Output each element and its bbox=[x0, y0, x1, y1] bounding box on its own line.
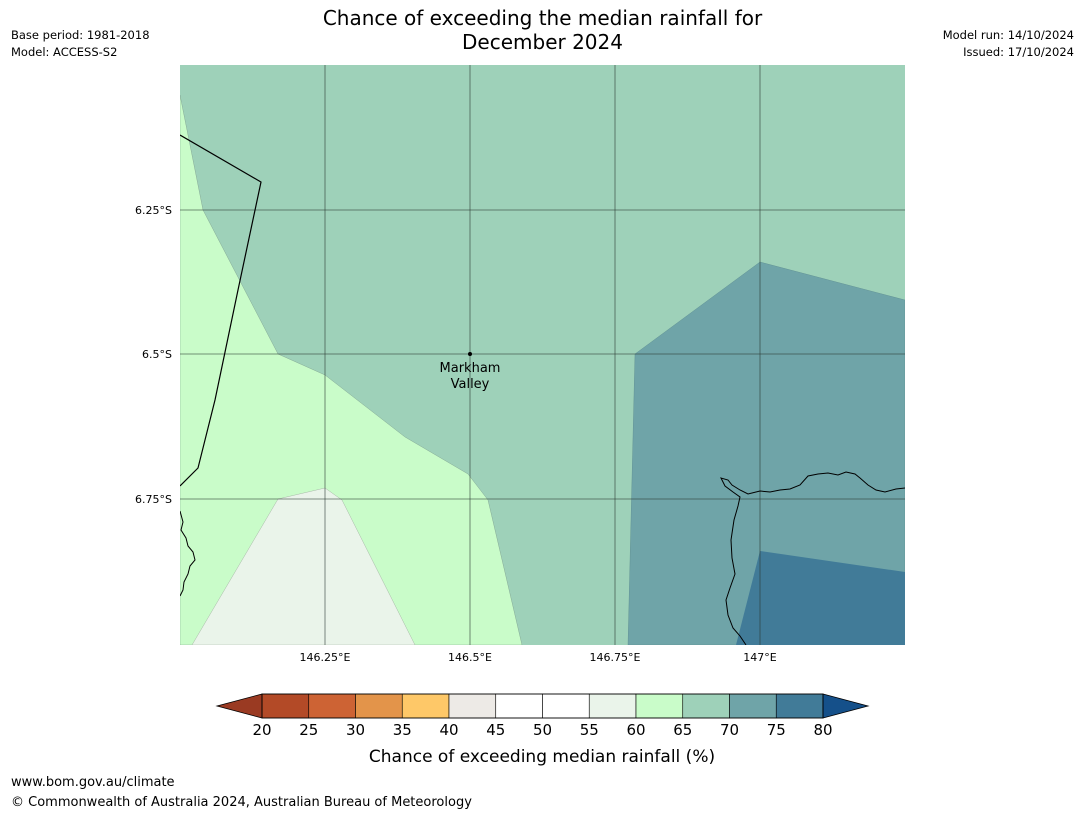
colorbar-tick-label: 70 bbox=[720, 721, 739, 739]
lat-label-6-25: 6.25°S bbox=[135, 204, 172, 217]
colorbar-segment bbox=[635, 693, 684, 719]
colorbar-tick-label: 20 bbox=[252, 721, 271, 739]
lon-label-146-5: 146.5°E bbox=[448, 651, 492, 664]
title-line-1: Chance of exceeding the median rainfall … bbox=[322, 6, 763, 30]
model-run-text: Model run: 14/10/2024 bbox=[942, 28, 1074, 42]
colorbar-segment bbox=[495, 693, 543, 719]
region-55-60-south bbox=[191, 487, 416, 645]
graticule bbox=[180, 65, 905, 645]
colorbar-segment bbox=[542, 693, 590, 719]
base-period-text: Base period: 1981-2018 bbox=[11, 28, 150, 42]
colorbar-tick-label: 30 bbox=[346, 721, 365, 739]
border-line bbox=[180, 134, 262, 487]
place-label-line-1: Markham bbox=[440, 361, 501, 376]
map-plot-area: Markham Valley bbox=[180, 65, 905, 645]
place-label-line-2: Valley bbox=[451, 377, 490, 392]
colorbar: 20 25 30 35 40 45 50 55 60 65 70 75 80 Chance of exc… bbox=[215, 693, 870, 767]
coastline-east bbox=[720, 471, 905, 645]
lon-label-147: 147°E bbox=[743, 651, 776, 664]
colorbar-segment bbox=[448, 693, 497, 719]
colorbar-segment bbox=[588, 693, 637, 719]
colorbar-outline bbox=[261, 693, 824, 719]
colorbar-tick-label: 40 bbox=[439, 721, 458, 739]
colorbar-segment bbox=[775, 693, 824, 719]
colorbar-under-arrow bbox=[215, 693, 263, 719]
lon-label-146-75: 146.75°E bbox=[590, 651, 641, 664]
lat-label-6-75: 6.75°S bbox=[135, 493, 172, 506]
colorbar-tick-label: 80 bbox=[813, 721, 832, 739]
colorbar-tick-label: 35 bbox=[393, 721, 412, 739]
colorbar-tick-label: 55 bbox=[580, 721, 599, 739]
metadata-right: Model run: 14/10/2024 Issued: 17/10/2024 bbox=[943, 27, 1074, 61]
region-75-80-southeast bbox=[736, 551, 905, 645]
colorbar-segment bbox=[401, 693, 450, 719]
colorbar-ticks: 20 25 30 35 40 45 50 55 60 65 70 75 80 bbox=[252, 721, 832, 739]
colorbar-tick-label: 25 bbox=[299, 721, 318, 739]
footer-url: www.bom.gov.au/climate bbox=[11, 775, 175, 790]
colorbar-segment bbox=[355, 693, 403, 719]
coastline-west bbox=[180, 510, 196, 597]
lon-label-146-25: 146.25°E bbox=[300, 651, 351, 664]
colorbar-label: Chance of exceeding median rainfall (%) bbox=[369, 747, 715, 767]
model-text: Model: ACCESS-S2 bbox=[11, 45, 118, 59]
colorbar-segment bbox=[261, 693, 310, 719]
colorbar-segment bbox=[729, 693, 777, 719]
metadata-left: Base period: 1981-2018 Model: ACCESS-S2 bbox=[11, 27, 150, 61]
region-60-65-west bbox=[180, 94, 523, 645]
chart-title: Chance of exceeding the median rainfall … bbox=[0, 6, 1085, 54]
issued-text: Issued: 17/10/2024 bbox=[963, 45, 1074, 59]
region-70-75-east bbox=[627, 261, 905, 645]
title-line-2: December 2024 bbox=[462, 30, 623, 54]
colorbar-over-arrow bbox=[822, 693, 870, 719]
colorbar-tick-label: 45 bbox=[486, 721, 505, 739]
colorbar-segment bbox=[682, 693, 730, 719]
lat-label-6-5: 6.5°S bbox=[142, 348, 172, 361]
colorbar-tick-label: 60 bbox=[626, 721, 645, 739]
colorbar-segment bbox=[308, 693, 356, 719]
map-figure: Markham Valley 6.25°S 6.5°S 6.75°S 146.2… bbox=[135, 65, 905, 767]
colorbar-segments bbox=[261, 693, 824, 719]
colorbar-tick-label: 50 bbox=[533, 721, 552, 739]
colorbar-tick-label: 75 bbox=[767, 721, 786, 739]
colorbar-tick-label: 65 bbox=[673, 721, 692, 739]
place-marker-dot bbox=[468, 352, 472, 356]
footer-copyright: © Commonwealth of Australia 2024, Austra… bbox=[11, 795, 472, 810]
